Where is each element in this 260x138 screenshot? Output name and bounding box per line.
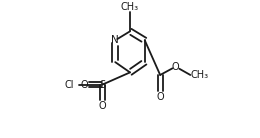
Text: O: O (81, 80, 88, 90)
Text: O: O (156, 92, 164, 102)
Text: CH₃: CH₃ (121, 2, 139, 12)
Text: N: N (111, 35, 119, 45)
Text: Cl: Cl (64, 80, 74, 90)
Text: S: S (99, 80, 106, 90)
Text: CH₃: CH₃ (191, 70, 209, 80)
Text: O: O (172, 62, 179, 72)
Text: O: O (99, 101, 106, 111)
